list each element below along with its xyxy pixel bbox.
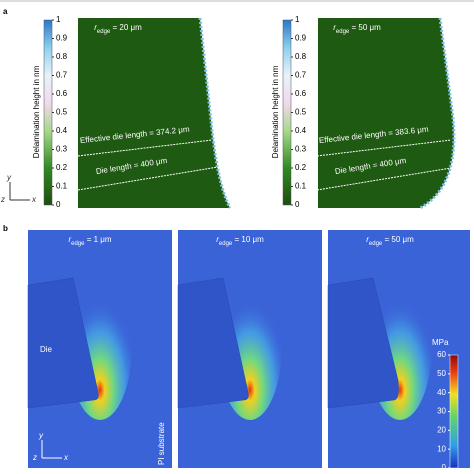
colorbar-label: Delamination height in nm: [271, 65, 280, 158]
dimension-line: [316, 139, 452, 157]
colorbar-tick-label: 0.6: [295, 89, 307, 98]
colorbar-tick-label: 0.3: [295, 145, 307, 154]
colorbar-tick-label: 0: [442, 463, 447, 472]
colorbar-tick-label: 0.1: [56, 182, 68, 191]
subscript: edge: [369, 241, 383, 247]
symbol: r: [333, 23, 336, 32]
colorbar-tick-label: 0.3: [56, 145, 68, 154]
delamination-map: [78, 18, 230, 208]
edge-highlight: [419, 17, 456, 210]
colorbar-tick-label: 0.6: [56, 89, 68, 98]
colorbar-tick-label: 40: [437, 388, 446, 397]
colorbar-tick-label: 0.8: [56, 52, 68, 61]
symbol: r: [68, 235, 71, 244]
colorbar-unit: MPa: [432, 338, 449, 347]
panel-b: redge = 1 μm redge = 10 μm redge = 50 μmDi…: [27, 230, 470, 472]
r-edge-label: redge = 50 μm: [366, 235, 414, 246]
colorbar-tick-label: 0.2: [295, 163, 307, 172]
r-edge-label: redge = 1 μm: [68, 235, 111, 246]
colorbar-tick-label: 0: [295, 200, 300, 209]
colorbar-tick-label: 1: [56, 15, 61, 24]
delamination-map: [318, 18, 454, 208]
panel-label: a: [3, 7, 8, 16]
substrate-label: PI substrate: [157, 422, 166, 465]
colorbar: [449, 354, 459, 469]
subscript: edge: [219, 241, 233, 247]
colorbar-tick-label: 1: [295, 15, 300, 24]
subscript: edge: [336, 29, 350, 35]
die: [327, 277, 399, 409]
value: = 1 μm: [84, 235, 111, 244]
value: = 20 μm: [110, 23, 142, 32]
axis-label: x: [63, 453, 69, 462]
edge-highlight: [198, 17, 232, 209]
colorbar-tick-label: 10: [437, 444, 446, 453]
dimension-line: [77, 139, 213, 157]
axis-label: x: [31, 195, 37, 204]
colorbar: [282, 19, 292, 206]
r-edge-label: redge = 20 μm: [94, 23, 142, 34]
colorbar-tick-label: 50: [437, 369, 446, 378]
colorbar-tick-label: 0: [56, 200, 61, 209]
value: = 10 μm: [232, 235, 264, 244]
colorbar-tick-label: 0.4: [56, 126, 68, 135]
panel-a: 1 0.9 0.8 0.7 0.6 0.5 0.4 0.3 0.2 0.1 0 Delaminatio…: [0, 15, 464, 210]
colorbar-tick-label: 0.9: [295, 34, 307, 43]
r-edge-label: redge = 50 μm: [333, 23, 381, 34]
colorbar-tick-label: 20: [437, 425, 446, 434]
symbol: r: [366, 235, 369, 244]
symbol: r: [216, 235, 219, 244]
colorbar-tick-label: 60: [437, 350, 446, 359]
die-label: Die: [40, 345, 53, 354]
die: [177, 277, 249, 409]
die: [27, 277, 99, 409]
colorbar-tick-label: 30: [437, 407, 446, 416]
value: = 50 μm: [349, 23, 381, 32]
axis-label: z: [32, 453, 37, 462]
value: = 50 μm: [382, 235, 414, 244]
colorbar-tick-label: 0.5: [56, 108, 68, 117]
colorbar-tick-label: 0.9: [56, 34, 68, 43]
colorbar-tick-label: 0.8: [295, 52, 307, 61]
panel-label: b: [3, 224, 8, 233]
axis-label: y: [38, 431, 44, 440]
dimension-line: [77, 165, 225, 191]
subscript: edge: [71, 241, 85, 247]
axis-label: y: [6, 173, 12, 182]
r-edge-label: redge = 10 μm: [216, 235, 264, 246]
colorbar-tick-label: 0.7: [295, 71, 307, 80]
colorbar-tick-label: 0.5: [295, 108, 307, 117]
colorbar-tick-label: 0.4: [295, 126, 307, 135]
dimension-line: [316, 165, 464, 191]
symbol: r: [94, 23, 97, 32]
subscript: edge: [97, 29, 111, 35]
axis-label: z: [0, 195, 5, 204]
colorbar: [43, 19, 53, 206]
colorbar-tick-label: 0.7: [56, 71, 68, 80]
colorbar-tick-label: 0.2: [56, 163, 68, 172]
colorbar-tick-label: 0.1: [295, 182, 307, 191]
colorbar-label: Delamination height in nm: [32, 65, 41, 158]
